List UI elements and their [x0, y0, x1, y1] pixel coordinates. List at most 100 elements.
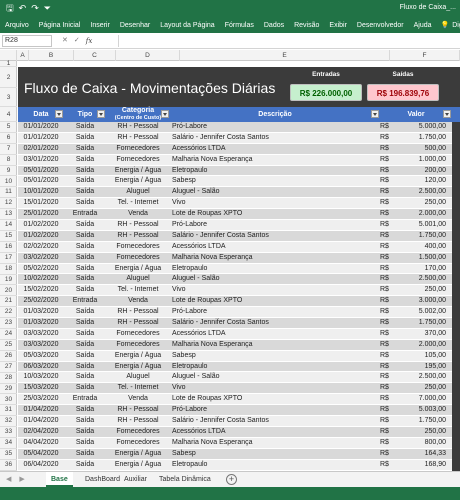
- currency-cell[interactable]: R$: [380, 449, 389, 457]
- type-cell[interactable]: Saída: [75, 253, 95, 261]
- type-cell[interactable]: Saída: [75, 133, 95, 141]
- description-cell[interactable]: Salário - Jennifer Costa Santos: [172, 231, 269, 239]
- currency-cell[interactable]: R$: [380, 253, 389, 261]
- type-cell[interactable]: Saída: [75, 188, 95, 196]
- sheet-tab[interactable]: Auxiliar: [124, 476, 147, 483]
- currency-cell[interactable]: R$: [380, 286, 389, 294]
- type-cell[interactable]: Saída: [75, 329, 95, 337]
- column-header[interactable]: B: [29, 50, 74, 61]
- value-cell[interactable]: 250,00: [424, 384, 446, 392]
- column-header[interactable]: D: [116, 50, 180, 61]
- date-cell[interactable]: 01/03/2020: [23, 319, 59, 327]
- value-cell[interactable]: 1.750,00: [418, 417, 446, 425]
- category-cell[interactable]: Fornecedores: [116, 253, 160, 261]
- table-row[interactable]: 05/04/2020 Saída Energia / Água Sabesp R$ 164…: [18, 448, 460, 460]
- value-cell[interactable]: 195,00: [424, 362, 446, 370]
- ribbon-tab[interactable]: Exibir: [329, 21, 347, 29]
- category-cell[interactable]: Tel. - Internet: [117, 199, 159, 207]
- category-cell[interactable]: Aluguel: [126, 188, 150, 196]
- description-cell[interactable]: Lote de Roupas XPTO: [172, 210, 243, 218]
- ribbon-tab[interactable]: Fórmulas: [224, 21, 254, 29]
- type-cell[interactable]: Saída: [75, 406, 95, 414]
- row-number[interactable]: 21: [0, 296, 17, 308]
- category-cell[interactable]: Fornecedores: [116, 144, 160, 152]
- category-cell[interactable]: RH - Pessoal: [117, 133, 159, 141]
- value-cell[interactable]: 170,00: [424, 264, 446, 272]
- type-cell[interactable]: Saída: [75, 340, 95, 348]
- date-cell[interactable]: 01/01/2020: [23, 133, 59, 141]
- row-number[interactable]: 31: [0, 405, 17, 417]
- category-cell[interactable]: Fornecedores: [116, 427, 160, 435]
- date-cell[interactable]: 04/04/2020: [23, 438, 59, 446]
- currency-cell[interactable]: R$: [380, 133, 389, 141]
- category-cell[interactable]: Energia / Água: [114, 351, 162, 359]
- date-cell[interactable]: 02/01/2020: [23, 144, 59, 152]
- table-row[interactable]: 05/02/2020 Saída Energia / Água Eletropaulo…: [18, 263, 460, 275]
- ribbon-tab[interactable]: Dados: [263, 21, 285, 29]
- row-number[interactable]: 23: [0, 318, 17, 330]
- filter-dropdown-icon[interactable]: [443, 110, 451, 118]
- row-number[interactable]: 4: [0, 107, 17, 122]
- row-number[interactable]: 32: [0, 416, 17, 428]
- sheet-tab[interactable]: DashBoard: [85, 476, 121, 483]
- description-cell[interactable]: Vivo: [172, 286, 186, 294]
- type-cell[interactable]: Saída: [75, 319, 95, 327]
- category-cell[interactable]: Fornecedores: [116, 340, 160, 348]
- value-cell[interactable]: 250,00: [424, 427, 446, 435]
- table-row[interactable]: 25/01/2020 Entrada Venda Lote de Roupas XPT…: [18, 209, 460, 221]
- currency-cell[interactable]: R$: [380, 123, 389, 130]
- row-number[interactable]: 35: [0, 449, 17, 460]
- value-cell[interactable]: 105,00: [424, 351, 446, 359]
- currency-cell[interactable]: R$: [380, 199, 389, 207]
- currency-cell[interactable]: R$: [380, 188, 389, 196]
- name-box[interactable]: R28: [2, 35, 52, 47]
- category-cell[interactable]: RH - Pessoal: [117, 231, 159, 239]
- sheet-tab[interactable]: Base: [46, 472, 73, 487]
- type-cell[interactable]: Entrada: [72, 395, 98, 403]
- type-cell[interactable]: Saída: [75, 286, 95, 294]
- date-cell[interactable]: 10/01/2020: [23, 188, 59, 196]
- value-cell[interactable]: 7.000,00: [418, 395, 446, 403]
- description-cell[interactable]: Pró-Labore: [172, 406, 208, 414]
- currency-cell[interactable]: R$: [380, 155, 389, 163]
- date-cell[interactable]: 01/01/2020: [23, 123, 59, 130]
- type-cell[interactable]: Saída: [75, 242, 95, 250]
- currency-cell[interactable]: R$: [380, 438, 389, 446]
- table-row[interactable]: 05/01/2020 Saída Energia / Água Sabesp R$ 120…: [18, 176, 460, 188]
- category-cell[interactable]: Aluguel: [126, 373, 150, 381]
- currency-cell[interactable]: R$: [380, 427, 389, 435]
- description-cell[interactable]: Pró-Labore: [172, 123, 208, 130]
- category-cell[interactable]: RH - Pessoal: [117, 417, 159, 425]
- value-cell[interactable]: 1.750,00: [418, 133, 446, 141]
- value-cell[interactable]: 400,00: [424, 242, 446, 250]
- description-cell[interactable]: Salário - Jennifer Costa Santos: [172, 417, 269, 425]
- date-cell[interactable]: 25/03/2020: [23, 395, 59, 403]
- row-number[interactable]: 24: [0, 329, 17, 340]
- date-cell[interactable]: 05/01/2020: [23, 166, 59, 174]
- type-cell[interactable]: Saída: [75, 438, 95, 446]
- value-cell[interactable]: 500,00: [424, 144, 446, 152]
- ribbon-tab[interactable]: Ajuda: [413, 21, 432, 29]
- type-cell[interactable]: Saída: [75, 308, 95, 316]
- type-cell[interactable]: Saída: [75, 373, 95, 381]
- row-number[interactable]: 30: [0, 395, 17, 406]
- date-cell[interactable]: 01/04/2020: [23, 406, 59, 414]
- table-row[interactable]: 02/04/2020 Saída Fornecedores Acessórios LT…: [18, 426, 460, 438]
- row-number[interactable]: 19: [0, 275, 17, 286]
- category-cell[interactable]: RH - Pessoal: [117, 406, 159, 414]
- date-cell[interactable]: 06/04/2020: [23, 460, 59, 468]
- table-row[interactable]: 03/01/2020 Saída Fornecedores Malharia Nova…: [18, 154, 460, 166]
- value-cell[interactable]: 250,00: [424, 199, 446, 207]
- date-cell[interactable]: 03/01/2020: [23, 155, 59, 163]
- value-cell[interactable]: 370,00: [424, 329, 446, 337]
- date-cell[interactable]: 03/02/2020: [23, 253, 59, 261]
- description-cell[interactable]: Acessórios LTDA: [172, 329, 226, 337]
- type-cell[interactable]: Saída: [75, 460, 95, 468]
- date-cell[interactable]: 05/01/2020: [23, 177, 59, 185]
- description-cell[interactable]: Vivo: [172, 199, 186, 207]
- row-number[interactable]: 1: [0, 60, 17, 67]
- type-cell[interactable]: Saída: [75, 123, 95, 130]
- row-number[interactable]: 27: [0, 362, 17, 373]
- ribbon-tab[interactable]: Desenhar: [119, 21, 151, 29]
- date-cell[interactable]: 15/01/2020: [23, 199, 59, 207]
